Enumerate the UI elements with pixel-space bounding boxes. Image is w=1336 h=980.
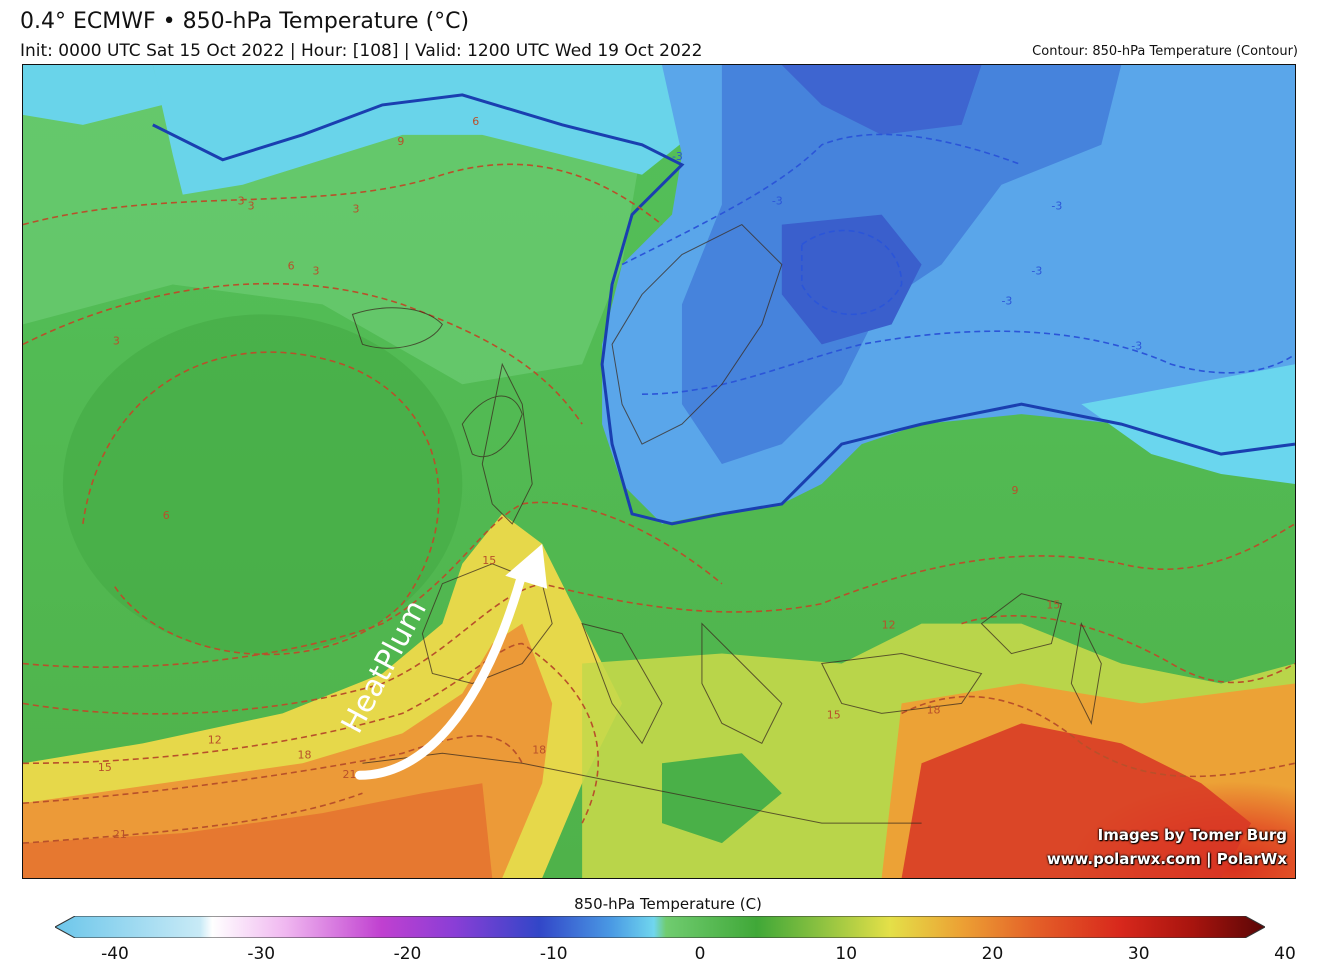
arrow-head: [505, 543, 548, 589]
credit-website: www.polarwx.com | PolarWx: [1046, 850, 1287, 868]
contour-legend-label: Contour: 850-hPa Temperature (Contour): [1032, 44, 1298, 59]
contour-label: -3: [1051, 200, 1062, 213]
colorbar-title: 850-hPa Temperature (C): [574, 895, 762, 913]
contour-label: -3: [1031, 264, 1042, 277]
contour-label: 18: [532, 743, 546, 756]
colorbar-graphic: [55, 916, 1265, 938]
north-africa-coast: [362, 752, 922, 824]
contour-12: [23, 523, 1295, 715]
scandinavia-coast: [611, 224, 783, 445]
colorbar-tick-label: -30: [247, 944, 276, 964]
middle-east-hottest: [901, 723, 1252, 878]
contour-label: 18: [298, 748, 312, 761]
contour-label: 6: [163, 509, 170, 522]
barents-cold-core: [781, 65, 982, 135]
heat-plume-arrow: [354, 543, 548, 780]
credit-author: Images by Tomer Burg: [1097, 826, 1287, 844]
atlantic-low-swirl: [62, 314, 463, 654]
turkey-coast: [820, 653, 983, 714]
britain-coast: [481, 362, 533, 525]
contour-label: 18: [927, 703, 941, 716]
contour-3: [23, 163, 663, 226]
colorbar-tick-label: 40: [1274, 944, 1296, 964]
arctic-cold-region: [23, 65, 163, 125]
italy-coast: [581, 622, 663, 745]
colorbar-ticks: -40 -30 -20 -10 0 10 20 30 40: [0, 944, 1336, 974]
contour-label: 12: [208, 733, 222, 746]
contour-21: [23, 792, 363, 844]
iberia-coast: [421, 563, 553, 685]
contour-label: 12: [882, 619, 896, 632]
greenland-cold-region: [152, 65, 692, 195]
arrow-shaft: [354, 569, 527, 780]
figure-title: 0.4° ECMWF • 850-hPa Temperature (°C): [20, 9, 470, 34]
contour-minus3-finland: [800, 229, 903, 316]
contour-label: 3: [352, 203, 359, 216]
colorbar-tick-label: 10: [835, 944, 858, 964]
contour-label: 6: [472, 115, 479, 128]
contour-label: 21: [342, 768, 356, 781]
colorbar: [55, 916, 1265, 938]
figure-subtitle: Init: 0000 UTC Sat 15 Oct 2022 | Hour: […: [20, 41, 703, 61]
colorbar-tick-label: -10: [539, 944, 568, 964]
contour-15-east: [961, 615, 1295, 684]
warm-plume-deep-orange: [23, 783, 493, 878]
contour-6-swirl: [82, 351, 440, 656]
colorbar-tick-label: 0: [694, 944, 706, 964]
contour-label: 15: [1046, 599, 1060, 612]
contour-9: [23, 501, 723, 668]
contour-label: 15: [482, 554, 496, 567]
zero-degree-contour: [152, 93, 1295, 526]
contour-label: 9: [397, 135, 404, 148]
temperature-map: -3 -3 -3 -3 -3 -3 3 3 3 3 3 6 6 6 9 9 12…: [23, 65, 1295, 878]
contour-minus3-north: [621, 133, 1022, 266]
contour-label: 21: [113, 828, 127, 841]
iceland-coast: [351, 307, 443, 349]
ireland-coast: [461, 395, 523, 458]
contour-18: [23, 735, 523, 804]
contour-minus3-central: [642, 330, 1295, 395]
balkans-coast: [701, 622, 783, 745]
contour-label: 3: [313, 264, 320, 277]
colorbar-tick-label: 30: [1127, 944, 1150, 964]
colorbar-tick-label: -40: [101, 944, 129, 964]
contour-6: [23, 282, 583, 425]
contour-label: 6: [288, 260, 295, 273]
contour-label: 9: [1011, 484, 1018, 497]
contour-label: 3: [248, 200, 255, 213]
contour-label: -3: [1001, 294, 1012, 307]
russia-cool-region: [1081, 364, 1295, 484]
contour-label: 15: [98, 761, 112, 774]
contour-label: 15: [827, 708, 841, 721]
contour-label: -3: [1131, 339, 1142, 352]
contour-15: [23, 642, 599, 824]
contour-18-east: [901, 695, 1295, 778]
colorbar-tick-label: -20: [393, 944, 422, 964]
colorbar-tick-label: 20: [981, 944, 1004, 964]
mediterranean-cool-pocket: [661, 753, 782, 844]
colorbar-ramp: [55, 916, 1265, 938]
contour-label: -3: [672, 150, 683, 163]
caspian-coast: [1070, 622, 1102, 725]
black-sea-coast: [980, 593, 1062, 655]
contour-lines: [23, 133, 1295, 844]
contour-label: 3: [238, 195, 245, 208]
coastlines: [351, 224, 1102, 824]
map-panel: -3 -3 -3 -3 -3 -3 3 3 3 3 3 6 6 6 9 9 12…: [22, 64, 1296, 879]
contour-label: -3: [772, 195, 783, 208]
contour-value-labels: -3 -3 -3 -3 -3 -3 3 3 3 3 3 6 6 6 9 9 12…: [98, 115, 1142, 841]
contour-label: 3: [113, 334, 120, 347]
